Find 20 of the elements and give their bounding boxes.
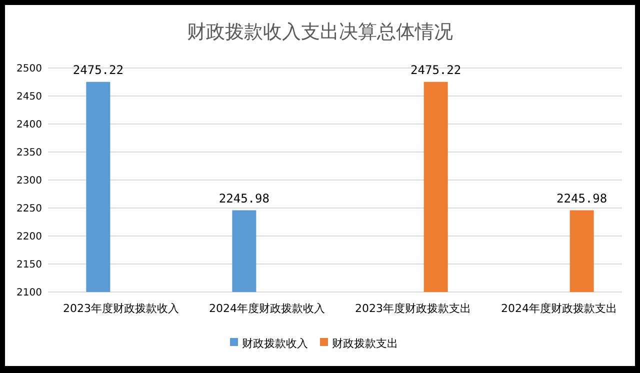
y-tick-label: 2450 [16, 92, 42, 102]
y-tick-label: 2350 [16, 148, 42, 158]
y-tick-label: 2500 [16, 64, 42, 74]
y-tick-label: 2400 [16, 120, 42, 130]
y-tick-label: 2100 [16, 288, 42, 298]
legend-label: 财政拨款收入 [242, 336, 308, 350]
y-tick-label: 2150 [16, 260, 42, 270]
x-tick-label: 2024年度财政拨款支出 [501, 302, 617, 315]
y-tick-label: 2300 [16, 176, 42, 186]
data-label: 2245.98 [556, 191, 608, 206]
x-tick-label: 2024年度财政拨款收入 [209, 302, 325, 315]
data-label: 2245.98 [218, 191, 270, 206]
x-tick-label: 2023年度财政拨款收入 [63, 302, 179, 315]
x-tick-label: 2023年度财政拨款支出 [355, 302, 471, 315]
y-tick-label: 2200 [16, 232, 42, 242]
data-label: 2475.22 [72, 62, 124, 77]
data-label: 2475.22 [410, 62, 462, 77]
y-tick-label: 2250 [16, 204, 42, 214]
chart-title: 财政拨款收入支出决算总体情况 [187, 21, 453, 43]
legend-label: 财政拨款支出 [332, 336, 398, 350]
